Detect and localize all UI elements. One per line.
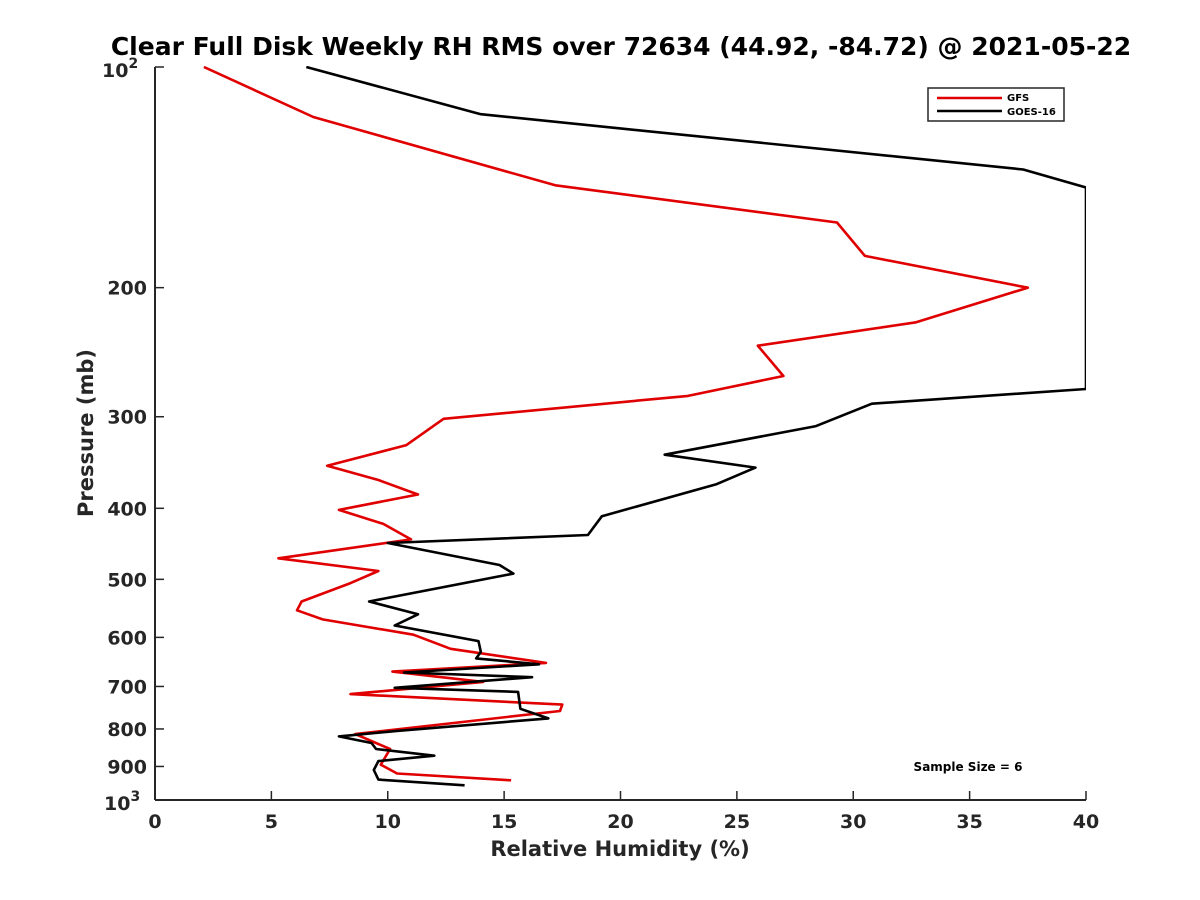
y-tick-label: 900 [107,756,147,778]
x-tick-label: 0 [148,811,161,833]
plot-area [155,67,1086,800]
x-tick-label: 30 [840,811,866,833]
y-tick-label: 800 [107,719,147,741]
x-tick-label: 20 [607,811,633,833]
x-tick-label: 25 [724,811,750,833]
y-limit-top-label: 102 [102,56,138,82]
sample-size-annotation: Sample Size = 6 [914,760,1023,774]
y-axis-label: Pressure (mb) [74,349,98,517]
y-tick-label: 200 [107,278,147,300]
series-line-gfs [203,66,1030,782]
x-tick-label: 35 [956,811,982,833]
y-tick-label: 500 [107,569,147,591]
y-tick-label: 700 [107,676,147,698]
x-tick-label: 10 [375,811,401,833]
y-tick-label: 400 [107,498,147,520]
x-tick-label: 40 [1073,811,1099,833]
legend-box [927,87,1065,122]
legend-label-gfs: GFS [1007,93,1029,104]
series-layer [203,66,1086,787]
svg-text:102: 102 [102,56,138,82]
y-tick-label: 300 [107,407,147,429]
legend-label-goes16: GOES-16 [1007,107,1056,118]
x-axis-label: Relative Humidity (%) [490,837,749,861]
x-tick-label: 15 [491,811,517,833]
x-tick-label: 5 [265,811,278,833]
series-line-goes16 [305,66,1086,787]
y-tick-label: 600 [107,627,147,649]
chart-title: Clear Full Disk Weekly RH RMS over 72634… [111,32,1131,61]
y-limit-bottom-label: 103 [104,789,140,815]
x-ticks: 0 5 10 15 20 25 30 35 40 [148,791,1099,833]
y-ticks: 200 300 400 500 600 700 800 900 [107,66,164,801]
svg-text:103: 103 [104,789,140,815]
legend: GFS GOES-16 [927,87,1065,122]
